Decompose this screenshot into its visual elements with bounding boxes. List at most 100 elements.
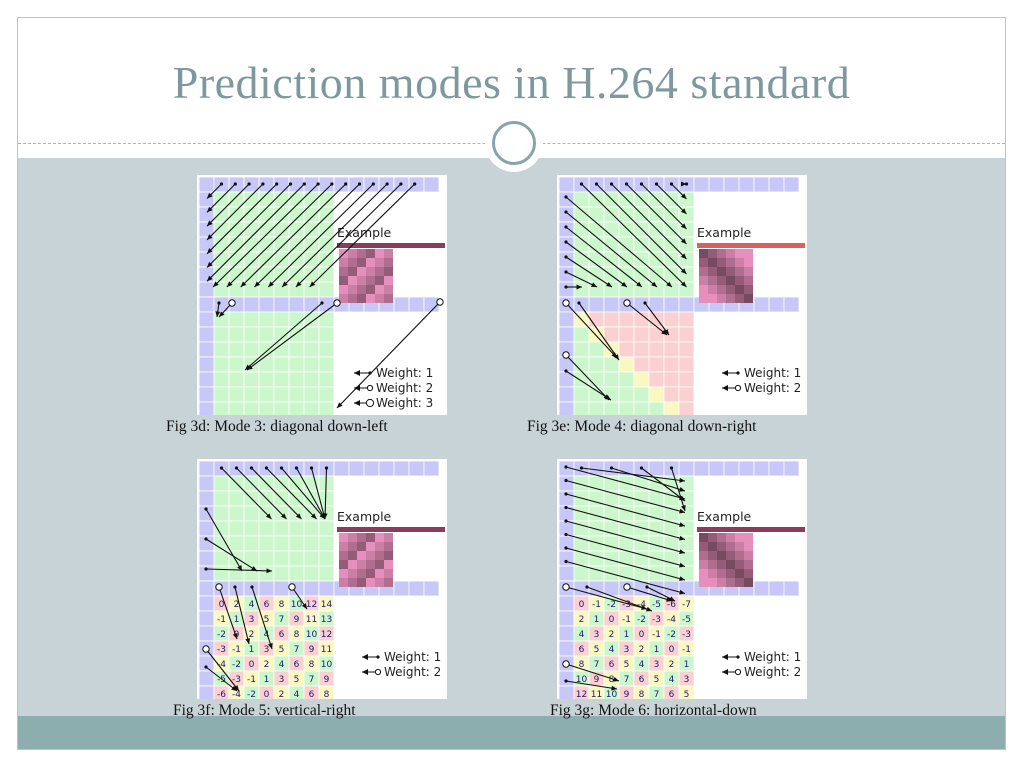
upper-block-panel — [198, 460, 440, 597]
example-thumbnail: Example — [337, 225, 445, 303]
order-number: 7 — [279, 615, 285, 625]
order-number: -4 — [232, 690, 241, 699]
order-number: 7 — [294, 645, 300, 655]
order-number: 9 — [324, 675, 330, 685]
slide: Prediction modes in H.264 standard Examp… — [17, 17, 1006, 750]
lower-block-panel — [198, 311, 335, 415]
example-label: Example — [697, 225, 752, 240]
order-number: 8 — [609, 675, 615, 685]
order-number: 5 — [294, 675, 300, 685]
order-number: 6 — [279, 630, 285, 640]
order-number: -7 — [682, 600, 691, 610]
figure-3f-mode5-diagram: Example02468101214-1135791113-2024681012… — [197, 459, 447, 699]
order-number: -5 — [682, 615, 691, 625]
order-number: -3 — [217, 645, 226, 655]
weight-label: Weight: 2 — [376, 381, 433, 395]
figure-3f-caption: Fig 3f: Mode 5: vertical-right — [173, 702, 356, 719]
weight-label: Weight: 2 — [384, 665, 441, 679]
figure-3d-caption: Fig 3d: Mode 3: diagonal down-left — [166, 418, 388, 435]
order-number: -1 — [232, 645, 241, 655]
order-number: -3 — [652, 615, 661, 625]
footer-bar — [18, 716, 1005, 749]
lower-prediction-arrows — [215, 298, 444, 409]
order-number: -3 — [232, 675, 241, 685]
order-number: 0 — [609, 615, 615, 625]
upper-prediction-arrows — [204, 466, 329, 574]
lower-prediction-arrows — [562, 583, 676, 691]
upper-block-panel — [558, 460, 800, 597]
order-number: 1 — [264, 675, 270, 685]
order-number: 0 — [579, 600, 585, 610]
order-number: 10 — [291, 600, 303, 610]
figure-3g-mode6-diagram: Example 0 -1 -2 -3 -4 -5 -6 -7 2 1 0 -1 -2 -3 -4 -5 4 3 2 1 0… — [557, 459, 807, 699]
order-number: 1 — [624, 630, 630, 640]
order-number: -2 — [607, 600, 616, 610]
order-number: -2 — [217, 630, 226, 640]
order-number: 0 — [639, 630, 645, 640]
order-number: 3 — [624, 645, 630, 655]
lower-prediction-arrows — [562, 299, 670, 401]
order-number: -1 — [217, 615, 226, 625]
order-number: 2 — [639, 645, 645, 655]
prediction-order-numbers: 02468101214-1135791113-2024681012-3-1135… — [217, 600, 332, 699]
order-number: 8 — [324, 690, 330, 699]
order-number: 5 — [654, 675, 660, 685]
order-number: 11 — [306, 615, 317, 625]
weight-label: Weight: 1 — [384, 650, 441, 664]
order-number: -6 — [217, 690, 226, 699]
order-number: 3 — [594, 630, 600, 640]
order-number: 2 — [234, 600, 240, 610]
order-number: -6 — [667, 600, 676, 610]
lower-prediction-arrows — [202, 583, 308, 692]
order-number: 8 — [639, 690, 645, 699]
upper-prediction-arrows — [206, 182, 417, 288]
order-number: 5 — [624, 660, 630, 670]
order-number: 9 — [594, 675, 600, 685]
order-number: 3 — [654, 660, 660, 670]
weight-label: Weight: 2 — [744, 381, 801, 395]
order-number: -3 — [682, 630, 691, 640]
order-number: -2 — [637, 615, 646, 625]
order-number: 1 — [594, 615, 600, 625]
order-number: 14 — [321, 600, 333, 610]
order-number: 10 — [321, 660, 333, 670]
order-number: 4 — [639, 660, 645, 670]
example-thumbnail: Example — [337, 509, 445, 587]
order-number: 8 — [279, 600, 285, 610]
order-number: 9 — [294, 615, 300, 625]
order-number: 11 — [591, 690, 602, 699]
order-number: 0 — [669, 645, 675, 655]
order-number: 2 — [249, 630, 255, 640]
order-number: -4 — [217, 660, 226, 670]
order-number: 7 — [309, 675, 315, 685]
order-number: -2 — [667, 630, 676, 640]
order-number: 2 — [279, 690, 285, 699]
example-thumbnail: Example — [697, 225, 805, 303]
order-number: -2 — [247, 690, 256, 699]
order-number: 3 — [264, 645, 270, 655]
order-number: 4 — [264, 630, 270, 640]
order-number: 11 — [321, 645, 332, 655]
order-number: -2 — [232, 660, 241, 670]
order-number: 6 — [579, 645, 585, 655]
order-number: 3 — [249, 615, 255, 625]
order-number: -3 — [622, 600, 631, 610]
order-number: 1 — [654, 645, 660, 655]
weight-label: Weight: 2 — [744, 665, 801, 679]
figure-3d-mode3-diagram: Example Weight: 1 Weight: 2 Weight: 3 — [197, 175, 447, 415]
example-label: Example — [337, 225, 392, 240]
order-number: 9 — [624, 690, 630, 699]
slide-title: Prediction modes in H.264 standard — [172, 57, 851, 108]
order-number: 2 — [669, 660, 675, 670]
example-label: Example — [697, 509, 752, 524]
order-number: 5 — [264, 615, 270, 625]
order-number: 2 — [264, 660, 270, 670]
weight-label: Weight: 1 — [744, 650, 801, 664]
order-number: 8 — [579, 660, 585, 670]
order-number: 12 — [321, 630, 332, 640]
order-number: 10 — [576, 675, 588, 685]
order-number: 6 — [609, 660, 615, 670]
order-number: -1 — [622, 615, 631, 625]
order-number: 1 — [234, 615, 240, 625]
